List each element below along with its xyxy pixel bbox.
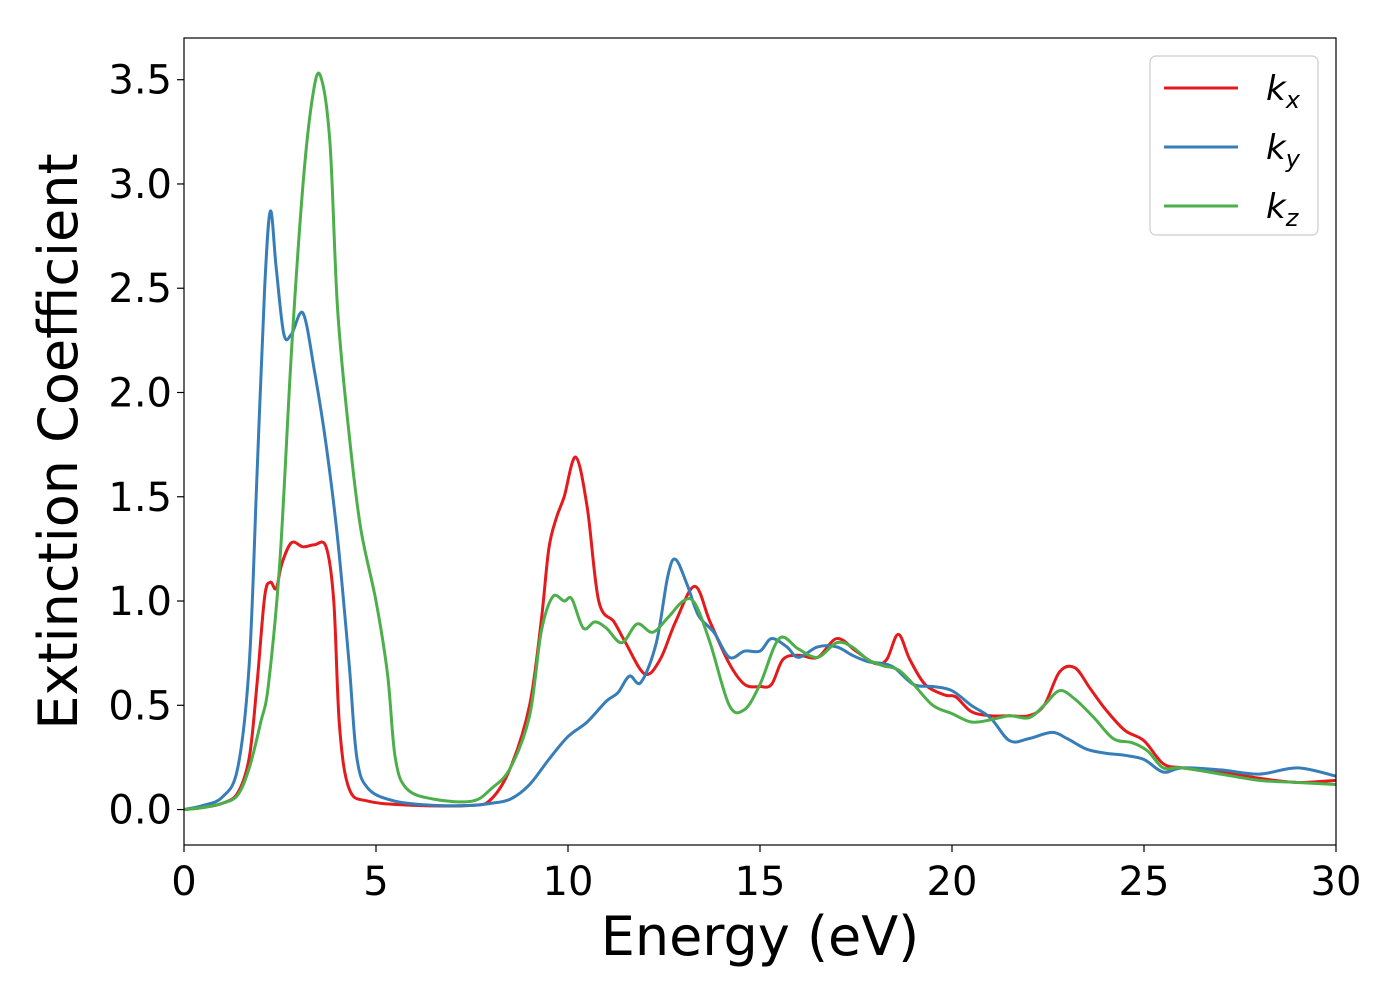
x-tick-label: 0 [171, 859, 196, 905]
x-tick-label: 15 [735, 859, 786, 905]
x-tick-label: 20 [927, 859, 978, 905]
y-tick-label: 3.5 [108, 58, 172, 104]
y-tick-label: 1.0 [108, 579, 172, 625]
series-line-kz [183, 71, 1337, 812]
x-tick-label: 30 [1311, 859, 1362, 905]
y-tick-label: 0.0 [108, 788, 172, 834]
x-tick-label: 25 [1119, 859, 1170, 905]
y-tick-label: 3.0 [108, 162, 172, 208]
x-tick-label: 5 [363, 859, 388, 905]
y-axis-label: Extinction Coefficient [27, 153, 90, 729]
y-tick-label: 2.5 [108, 266, 172, 312]
y-tick-label: 1.5 [108, 475, 172, 521]
plot-lines [183, 71, 1337, 812]
y-tick-label: 0.5 [108, 683, 172, 729]
y-axis-ticks: 0.0 0.5 1.0 1.5 2.0 2.5 3.0 3.5 [108, 58, 184, 834]
x-tick-label: 10 [543, 859, 594, 905]
x-axis-label: Energy (eV) [601, 905, 920, 968]
y-tick-label: 2.0 [108, 370, 172, 416]
x-axis-ticks: 0 5 10 15 20 25 30 [171, 845, 1361, 905]
series-line-kx [183, 455, 1337, 812]
